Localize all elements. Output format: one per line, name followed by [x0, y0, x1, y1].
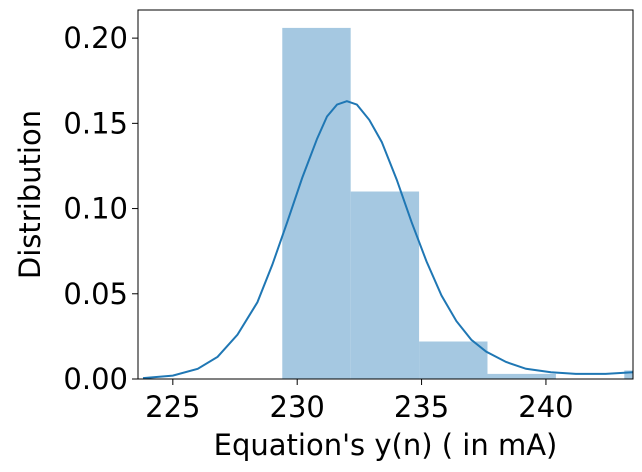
- y-axis-ticks: 0.00 0.05 0.10 0.15 0.20: [63, 21, 138, 396]
- x-tick-label: 225: [145, 390, 200, 424]
- plot-frame: [137, 9, 634, 380]
- histogram-bar-4: [487, 373, 556, 379]
- y-tick-label: 0.05: [63, 277, 128, 311]
- histogram-bar-2: [350, 191, 420, 379]
- y-tick-label: 0.00: [63, 362, 128, 396]
- x-axis-title: Equation's y(n) ( in mA): [214, 428, 558, 462]
- kde-curve: [142, 100, 633, 379]
- x-axis-ticks: 225 230 235 240: [145, 379, 574, 424]
- histogram-bar-6: [624, 370, 633, 379]
- y-tick-label: 0.20: [63, 21, 128, 55]
- x-tick-label: 230: [270, 390, 325, 424]
- x-tick-label: 240: [518, 390, 573, 424]
- histogram-bar-3: [419, 341, 488, 379]
- y-tick-label: 0.10: [63, 192, 128, 226]
- x-tick-label: 235: [394, 390, 449, 424]
- bars-layer: [282, 27, 633, 379]
- y-tick-label: 0.15: [63, 106, 128, 140]
- y-axis-title: Distribution: [13, 110, 47, 279]
